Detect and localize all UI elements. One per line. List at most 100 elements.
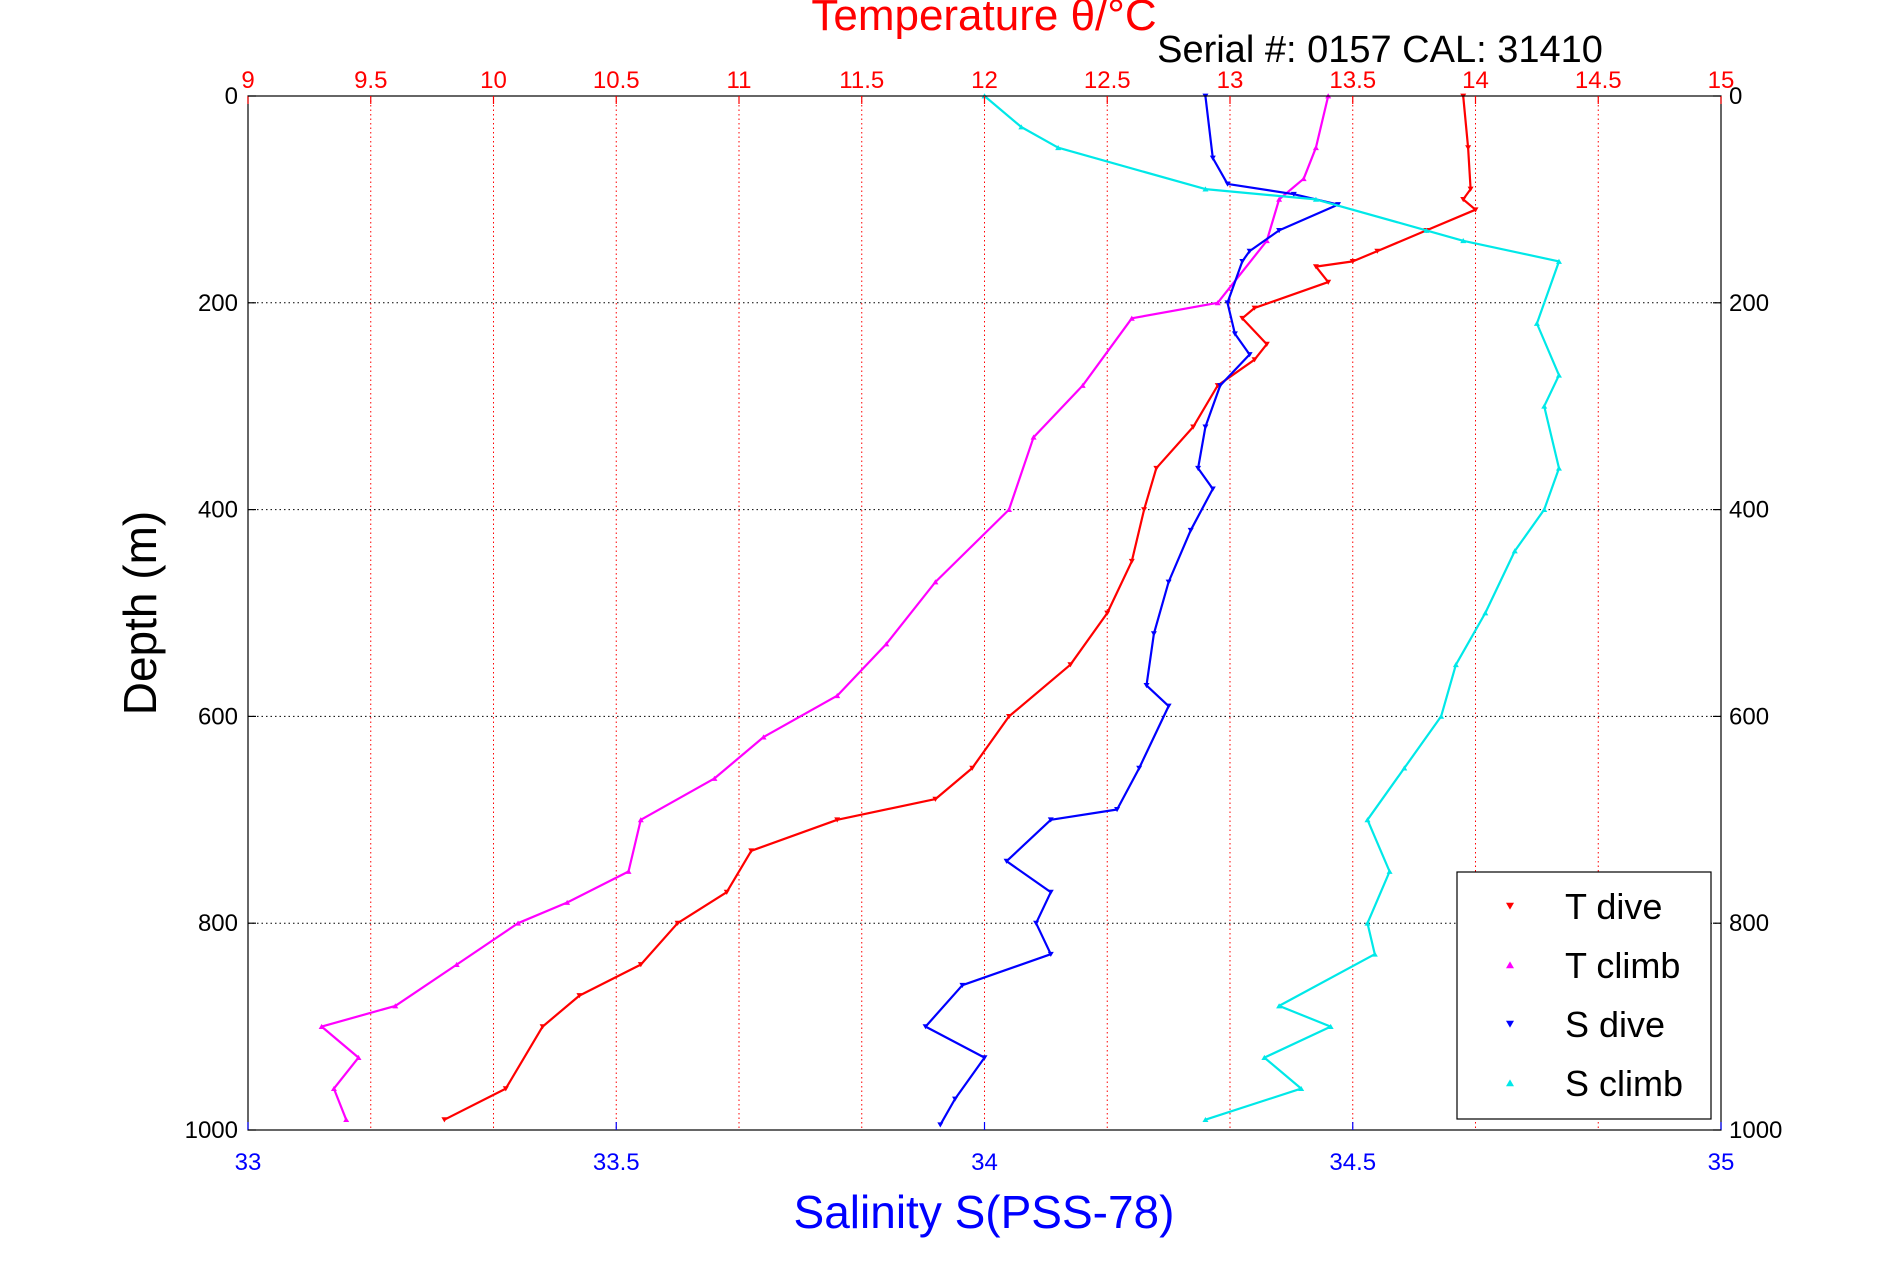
data-point — [1055, 145, 1062, 151]
legend-items: T dive T climb S dive S climb — [1506, 886, 1683, 1104]
salinity-tick-label: 33 — [235, 1149, 262, 1176]
data-point — [1202, 186, 1209, 192]
data-point — [1276, 1003, 1283, 1009]
data-point — [1003, 858, 1010, 864]
data-point — [1541, 506, 1548, 512]
data-point — [1214, 300, 1221, 306]
data-point — [1224, 300, 1231, 306]
data-point — [1165, 579, 1172, 585]
data-point — [502, 1086, 509, 1092]
legend-label: S climb — [1565, 1063, 1683, 1104]
data-point — [1263, 341, 1270, 347]
data-point — [1006, 506, 1013, 512]
data-point — [1325, 279, 1332, 285]
data-point — [1472, 207, 1479, 213]
depth-tick-label-right: 600 — [1729, 703, 1769, 730]
data-point — [515, 920, 522, 926]
series-t-dive — [441, 93, 1479, 1123]
salinity-tick-label: 34 — [971, 1149, 998, 1176]
data-point — [392, 1003, 399, 1009]
data-point — [1128, 315, 1135, 321]
data-point — [1153, 465, 1160, 471]
data-point — [625, 868, 632, 874]
legend-label: S dive — [1565, 1004, 1665, 1045]
legend: T dive T climb S dive S climb — [1456, 871, 1712, 1120]
depth-tick-label-left: 600 — [198, 703, 238, 730]
data-point — [1374, 248, 1381, 254]
temp-tick-label: 11 — [727, 67, 752, 94]
depth-tick-label-left: 200 — [198, 290, 238, 317]
data-point — [1452, 662, 1459, 668]
data-point — [1300, 176, 1307, 182]
data-point — [1460, 238, 1467, 244]
temp-tick-label: 14.5 — [1575, 67, 1622, 94]
temp-tick-label: 14 — [1462, 67, 1489, 94]
data-points — [318, 93, 1562, 1128]
series-line — [924, 95, 1340, 1126]
data-point — [330, 1085, 337, 1092]
data-point — [1202, 1116, 1209, 1123]
data-point — [1209, 486, 1216, 492]
temp-tick-label: 15 — [1708, 67, 1735, 94]
temp-tick-label: 13 — [1217, 67, 1244, 94]
temp-tick-label: 12.5 — [1084, 67, 1131, 94]
data-point — [1386, 868, 1393, 874]
data-point — [1239, 259, 1246, 265]
data-point — [1104, 610, 1111, 616]
data-point — [834, 817, 841, 823]
chart-title: Temperature θ/°C — [811, 0, 1156, 40]
depth-tick-label-left: 1000 — [185, 1117, 238, 1144]
data-point — [932, 796, 939, 802]
legend-marker — [1506, 1020, 1514, 1028]
data-point — [1312, 145, 1319, 151]
data-point — [981, 1055, 988, 1061]
data-point — [937, 1122, 944, 1128]
data-point — [1195, 465, 1202, 471]
data-point — [1136, 765, 1143, 771]
data-point — [453, 961, 460, 967]
data-point — [952, 1096, 959, 1102]
data-point — [969, 765, 976, 771]
data-point — [1482, 610, 1489, 616]
data-point — [1150, 631, 1157, 637]
data-point — [1438, 713, 1445, 719]
data-point — [1187, 527, 1194, 533]
legend-marker — [1506, 1079, 1514, 1087]
temp-tick-label: 10 — [480, 67, 507, 94]
salinity-tick-label: 33.5 — [593, 1149, 640, 1176]
data-point — [760, 734, 767, 740]
depth-tick-label-right: 1000 — [1729, 1117, 1782, 1144]
legend-label: T dive — [1565, 886, 1662, 927]
data-point — [1349, 259, 1356, 265]
salinity-tick-label: 34.5 — [1329, 1149, 1376, 1176]
data-point — [674, 920, 681, 926]
data-point — [1141, 507, 1148, 513]
data-point — [1047, 817, 1054, 823]
salinity-tick-label: 35 — [1708, 1149, 1735, 1176]
depth-tick-label-right: 400 — [1729, 497, 1769, 524]
data-point — [1143, 682, 1150, 689]
data-point — [318, 1023, 325, 1029]
data-point — [1246, 248, 1253, 254]
data-point — [959, 982, 966, 988]
depth-tick-label-left: 800 — [198, 910, 238, 937]
temp-tick-label: 10.5 — [593, 67, 640, 94]
data-point — [1312, 196, 1319, 202]
data-point — [1018, 124, 1025, 130]
data-point — [1231, 331, 1238, 337]
data-point — [1327, 1023, 1334, 1029]
grid — [248, 96, 1721, 1130]
data-point — [1114, 807, 1121, 813]
y-axis-title: Depth (m) — [114, 511, 166, 715]
depth-tick-label-left: 0 — [225, 83, 238, 110]
data-point — [1033, 920, 1040, 926]
data-point — [1079, 382, 1086, 388]
data-point — [1067, 662, 1074, 668]
data-point — [1276, 196, 1283, 202]
data-point — [1047, 951, 1054, 957]
data-point — [1276, 228, 1283, 234]
data-point — [343, 1116, 350, 1123]
legend-box — [1456, 871, 1712, 1120]
temp-tick-label: 11.5 — [839, 67, 884, 94]
